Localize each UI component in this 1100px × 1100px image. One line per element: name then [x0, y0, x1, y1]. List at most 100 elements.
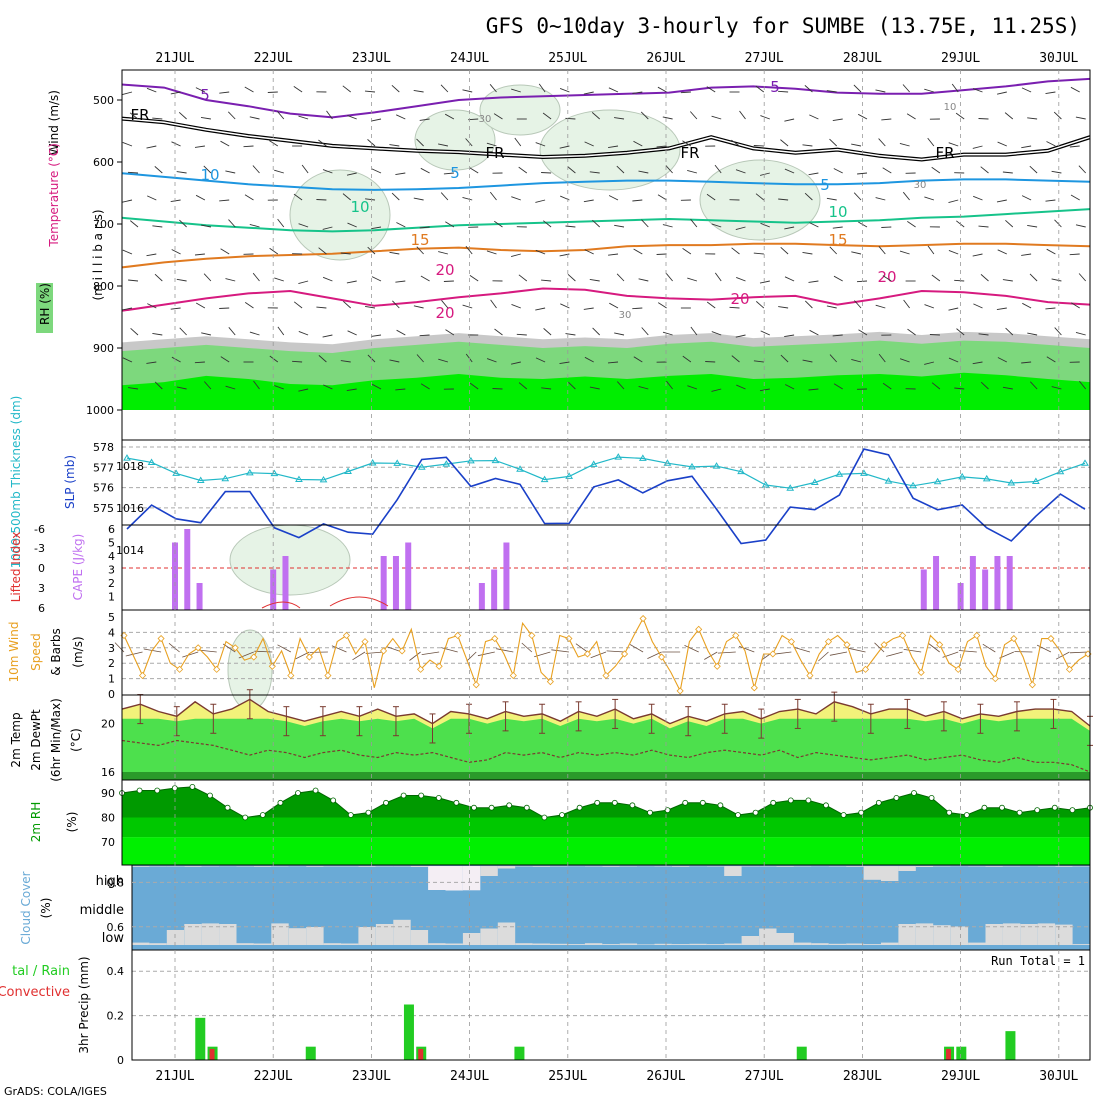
wind-barb — [954, 279, 965, 282]
wind-barb — [419, 118, 430, 121]
thickness-marker — [712, 462, 721, 469]
wind-barb — [924, 361, 935, 365]
cloud-high-bar — [341, 866, 359, 867]
wind-barb — [342, 300, 352, 309]
wind-barb — [170, 199, 181, 203]
wind-barb-10m — [331, 645, 347, 653]
wind-speed-marker — [769, 650, 777, 658]
wind-barb — [927, 137, 935, 147]
wind-barb — [1004, 112, 1014, 120]
cloud-low-bar — [933, 925, 951, 945]
thickness-marker — [786, 484, 795, 491]
cloud-low-bar — [672, 944, 690, 945]
wind-barb — [759, 280, 770, 284]
wind-barb — [128, 279, 139, 282]
wind-barb — [201, 332, 211, 336]
wind-barb — [1054, 327, 1062, 336]
wind-barb — [832, 226, 843, 229]
wind-barb — [882, 167, 892, 174]
wind-barb — [997, 141, 1007, 147]
rh2m-marker — [963, 812, 970, 818]
wind-barb — [292, 360, 303, 363]
wind-barb — [462, 304, 473, 309]
rh2m-marker — [453, 799, 460, 806]
wind-barb-10m — [606, 650, 625, 653]
wind-barb — [367, 246, 376, 255]
wind-barb — [929, 334, 940, 336]
upper-ytick-label: 500 — [93, 94, 114, 107]
cape-bar — [1006, 556, 1013, 610]
wind-barb — [203, 165, 212, 174]
wind-barb — [1075, 224, 1086, 228]
wind-barb — [326, 110, 333, 120]
wind-barb — [980, 274, 989, 282]
wind-barb — [608, 145, 619, 149]
wind-barb — [706, 193, 716, 201]
wind-barb-10m — [254, 650, 273, 653]
li-ytick-label: 6 — [38, 602, 45, 615]
thickness-marker — [909, 481, 917, 489]
wind-barb — [1075, 116, 1086, 120]
wind-barb — [714, 164, 722, 174]
wind-barb — [194, 145, 205, 148]
cloud-high-bar — [149, 866, 167, 867]
cloud-high-bar — [358, 866, 376, 867]
wind-barb — [809, 222, 819, 228]
precip-total-bar — [956, 1046, 967, 1060]
wind-barb — [1005, 219, 1014, 228]
wind-barb — [784, 276, 795, 282]
isotherm-freezing-inner — [121, 117, 1091, 161]
wind-speed-marker — [973, 631, 981, 640]
cloud-high-bar — [201, 866, 220, 867]
wind-barb — [203, 273, 212, 282]
cloud-low-bar — [323, 943, 341, 945]
wind-barb — [243, 145, 254, 148]
wind-barb — [567, 273, 576, 282]
wind-barb — [253, 380, 260, 390]
wind-barb — [760, 330, 770, 336]
wind-barb — [220, 140, 230, 147]
wind-barb — [1002, 279, 1013, 282]
wind-barb — [147, 195, 157, 201]
isotherm-15 — [121, 242, 1091, 269]
wind-barb — [927, 245, 935, 255]
wind-barb-10m — [551, 649, 569, 653]
wind-barb-10m — [773, 651, 792, 655]
precip-ytick-label: 0.6 — [107, 921, 125, 934]
rh2m-marker — [400, 792, 407, 799]
cloud-high-bar — [985, 866, 1003, 867]
wind-barb — [832, 334, 843, 337]
wind-barb — [543, 328, 552, 336]
wind-barb — [1070, 86, 1080, 93]
contour-label: FR — [680, 144, 699, 162]
cape-bar — [503, 542, 510, 610]
precip-ylabel: 3hr Precip (mm) — [77, 956, 91, 1053]
contour-label: 30 — [479, 114, 492, 125]
wind-ytick-label: 2 — [108, 657, 115, 670]
cloud-high-bar — [1072, 866, 1090, 867]
wind-barb — [445, 329, 455, 336]
wind-barb — [225, 170, 236, 174]
cape-bar — [920, 569, 927, 610]
cloud-low-bar — [219, 924, 237, 945]
thickness-marker — [589, 460, 598, 467]
wind-barb — [419, 226, 430, 229]
wind-barb — [538, 83, 546, 93]
date-label-top: 30JUL — [1039, 51, 1078, 66]
precip-run-total: Run Total = 1 — [991, 954, 1085, 968]
upper-ylabel-wind: Wind (m/s) — [47, 90, 61, 155]
wind-ylabel-1: 10m Wind — [7, 622, 21, 683]
wind-barb — [130, 220, 139, 228]
wind-barb-10m — [829, 651, 848, 656]
wind-barb — [152, 117, 163, 120]
precip-total-bar — [195, 1017, 206, 1060]
wind-speed-marker — [917, 668, 925, 677]
cloud-low-bar — [863, 944, 881, 945]
wind-barb — [973, 303, 983, 309]
wind-barb — [784, 384, 795, 390]
panels-layer: 5 5 FR FR FR FR 10 5 5 10 10 15 15 20 20 20 20 30 30 10 30 — [114, 69, 1093, 1061]
wind-barb — [494, 220, 503, 228]
wind-barb — [609, 302, 619, 309]
wind-barb — [469, 382, 479, 390]
wind-barb — [608, 253, 619, 256]
